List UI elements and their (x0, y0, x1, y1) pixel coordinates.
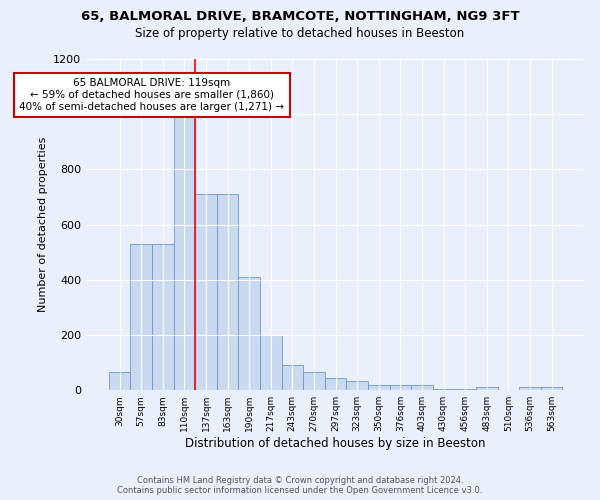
Bar (238, 277, 260, 390)
Text: Contains HM Land Registry data © Crown copyright and database right 2024.
Contai: Contains HM Land Registry data © Crown c… (118, 476, 482, 495)
Y-axis label: Number of detached properties: Number of detached properties (38, 137, 47, 312)
Text: 65 BALMORAL DRIVE: 119sqm
← 59% of detached houses are smaller (1,860)
40% of se: 65 BALMORAL DRIVE: 119sqm ← 59% of detac… (19, 78, 284, 112)
Bar (130, 244, 152, 390)
Bar (195, 194, 217, 390)
Bar (173, 114, 195, 390)
Bar (519, 388, 541, 390)
Bar (541, 388, 562, 390)
Bar (368, 384, 389, 390)
Bar (454, 389, 476, 390)
Bar (152, 244, 173, 390)
Bar (260, 335, 281, 390)
Text: Size of property relative to detached houses in Beeston: Size of property relative to detached ho… (136, 28, 464, 40)
Bar (281, 366, 303, 390)
X-axis label: Distribution of detached houses by size in Beeston: Distribution of detached houses by size … (185, 437, 486, 450)
Text: 65, BALMORAL DRIVE, BRAMCOTE, NOTTINGHAM, NG9 3FT: 65, BALMORAL DRIVE, BRAMCOTE, NOTTINGHAM… (80, 10, 520, 23)
Bar (217, 194, 238, 390)
Bar (109, 372, 130, 390)
Bar (476, 388, 497, 390)
Bar (303, 372, 325, 390)
Bar (433, 389, 454, 390)
Bar (389, 384, 411, 390)
Bar (346, 380, 368, 390)
Bar (411, 385, 433, 390)
Bar (325, 378, 346, 390)
